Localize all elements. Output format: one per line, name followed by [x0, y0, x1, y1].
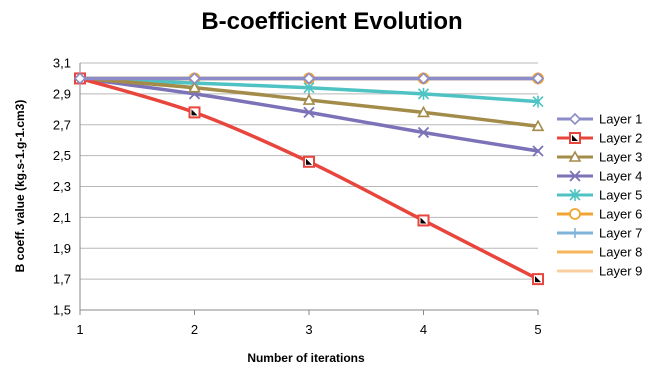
point-marker-square-fill: [191, 109, 198, 116]
legend-label: Layer 7: [599, 226, 642, 241]
point-marker-square-fill: [420, 217, 427, 224]
y-axis-title: B coeff. value (kg.s-1.g-1.cm3): [13, 100, 27, 273]
grid: [80, 62, 538, 311]
y-tick-label: 2,1: [53, 210, 71, 225]
point-marker-triangle: [531, 119, 545, 132]
y-tick-label: 2,3: [53, 179, 71, 194]
y-tick-label: 1,9: [53, 241, 71, 256]
series-line: [78, 76, 540, 281]
legend-label: Layer 8: [599, 245, 642, 260]
point-marker-star: [417, 87, 430, 100]
axes: [79, 63, 539, 315]
chart-title: B-coefficient Evolution: [201, 8, 462, 35]
point-marker-diamond: [531, 72, 545, 85]
y-tick-label: 2,7: [53, 117, 71, 132]
legend-item: Layer 9: [557, 264, 642, 279]
series-group: [73, 71, 545, 286]
point-marker-square-fill: [535, 276, 541, 283]
legend-item: Layer 1: [557, 112, 642, 127]
legend-item: Layer 6: [557, 207, 642, 222]
x-tick-label: 1: [76, 322, 83, 337]
point-marker-star: [569, 189, 581, 201]
legend-item: Layer 7: [557, 226, 642, 241]
y-tick-label: 2,5: [53, 148, 71, 163]
legend: Layer 1 Layer 2 Layer 3 Layer 4 Layer 5 Layer…: [557, 112, 642, 279]
point-marker-square-fill: [306, 158, 312, 165]
x-tick-labels: 1 2 3 4 5: [76, 322, 541, 337]
point-marker-diamond: [188, 72, 201, 85]
legend-label: Layer 6: [599, 207, 642, 222]
y-tick-label: 3,1: [53, 56, 71, 71]
legend-label: Layer 1: [599, 112, 642, 127]
legend-label: Layer 3: [599, 150, 642, 165]
point-marker-diamond: [417, 72, 430, 85]
x-axis-title: Number of iterations: [247, 351, 365, 365]
point-marker-triangle: [188, 81, 201, 93]
x-tick-label: 3: [305, 322, 312, 337]
y-tick-label: 1,7: [53, 272, 71, 287]
series-1: [73, 72, 545, 85]
point-marker-x: [532, 145, 544, 157]
point-marker-x: [417, 126, 430, 139]
y-tick-label: 2,9: [53, 86, 71, 101]
x-tick-label: 2: [191, 322, 198, 337]
legend-label: Layer 9: [599, 264, 642, 279]
point-marker-diamond: [73, 72, 87, 85]
legend-item: Layer 3: [557, 150, 642, 165]
point-marker-triangle: [302, 93, 316, 105]
point-marker-triangle: [568, 150, 582, 162]
y-tick-labels: 1,5 1,7 1,9 2,1 2,3 2,5 2,7 2,9 3,1: [53, 56, 71, 318]
point-marker-plus: [570, 228, 580, 238]
legend-item: Layer 2: [557, 131, 642, 146]
legend-label: Layer 4: [599, 169, 642, 184]
legend-label: Layer 2: [599, 131, 642, 146]
legend-item: Layer 4: [557, 169, 642, 184]
legend-item: Layer 5: [557, 188, 642, 203]
point-marker-triangle: [417, 105, 430, 118]
series-2: [74, 72, 544, 286]
legend-item: Layer 8: [557, 245, 642, 260]
point-marker-circle: [569, 208, 581, 220]
point-marker-x: [303, 106, 315, 119]
point-marker-square-fill: [572, 135, 578, 141]
point-marker-x: [569, 170, 581, 182]
point-marker-diamond: [302, 72, 316, 85]
legend-label: Layer 5: [599, 188, 642, 203]
y-tick-label: 1,5: [53, 303, 71, 318]
x-tick-label: 4: [420, 322, 427, 337]
x-tick-label: 5: [534, 322, 541, 337]
point-marker-star: [532, 95, 544, 108]
point-marker-diamond: [568, 112, 582, 126]
